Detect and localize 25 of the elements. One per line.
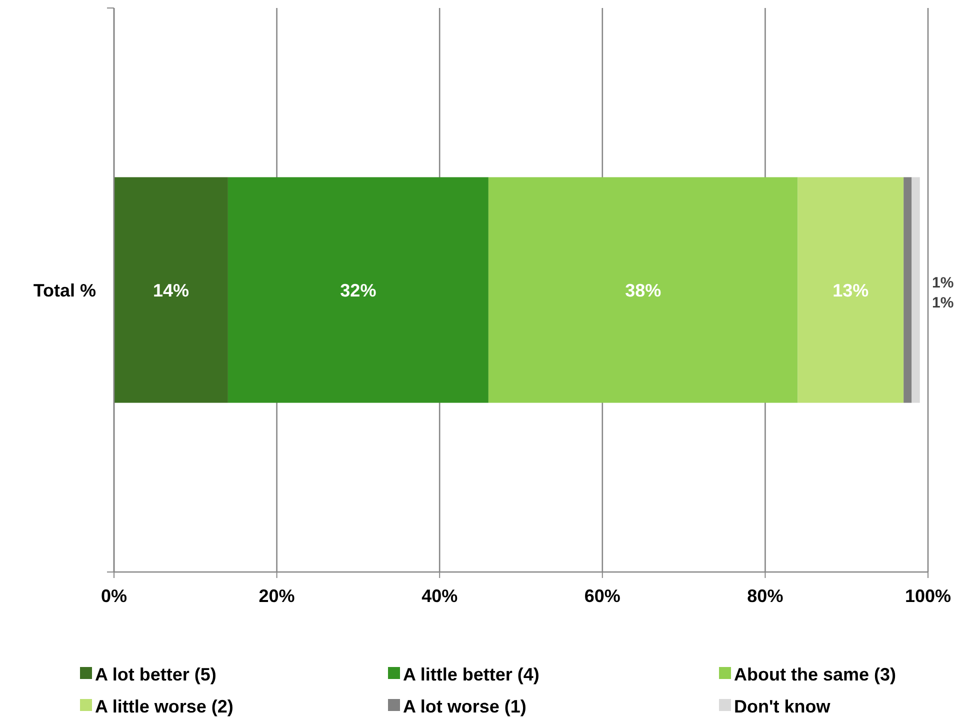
x-tick-label: 40% xyxy=(422,586,458,606)
legend-label: Don't know xyxy=(734,696,832,716)
legend-label: A lot worse (1) xyxy=(403,696,526,716)
data-label: 1% xyxy=(932,274,954,292)
legend-label: A little worse (2) xyxy=(95,696,234,716)
data-label: 14% xyxy=(152,280,189,300)
x-tick-label: 20% xyxy=(258,586,295,606)
bar xyxy=(904,177,912,403)
data-label: 1% xyxy=(932,294,954,312)
legend-label: A lot better (5) xyxy=(95,664,216,684)
legend-label: About the same (3) xyxy=(734,664,896,684)
bar xyxy=(228,177,488,403)
bar xyxy=(114,177,228,403)
bar xyxy=(798,177,904,403)
bar xyxy=(488,177,798,403)
bar xyxy=(912,177,920,403)
data-label: 13% xyxy=(832,280,869,300)
data-label: 32% xyxy=(340,280,376,300)
x-tick-label: 0% xyxy=(100,586,128,606)
x-tick-label: 60% xyxy=(584,586,620,606)
data-label: 38% xyxy=(625,280,662,300)
x-tick-label: 80% xyxy=(747,586,784,606)
legend-label: A little better (4) xyxy=(403,664,540,684)
y-tick-label: Total % xyxy=(33,280,96,300)
x-tick-label: 100% xyxy=(904,586,952,606)
